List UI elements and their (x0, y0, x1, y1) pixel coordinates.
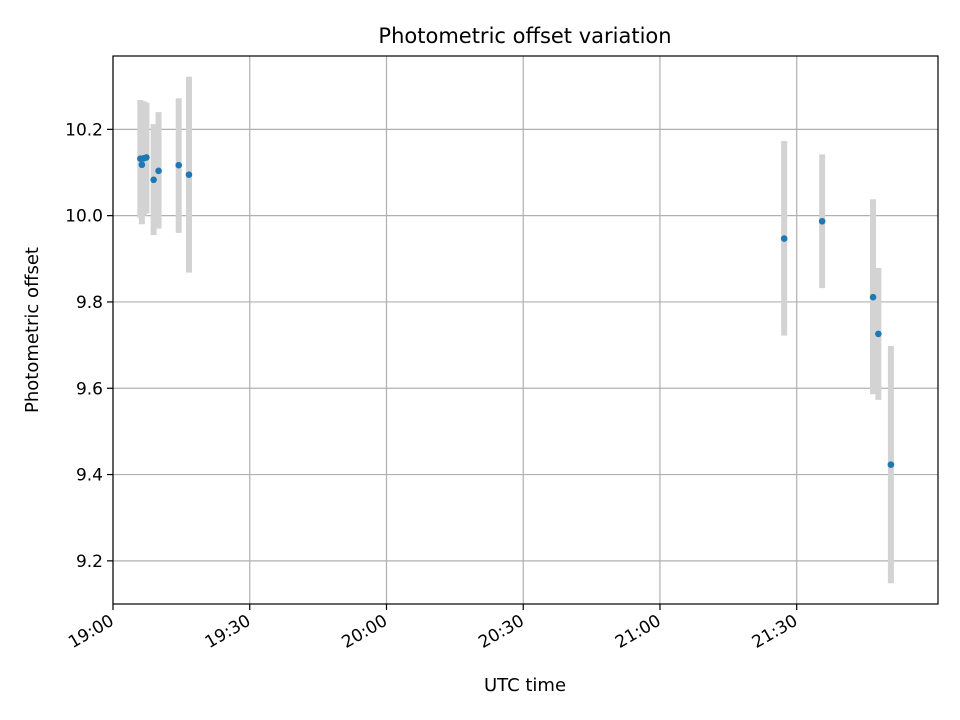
x-axis-label: UTC time (484, 675, 566, 696)
data-point (875, 330, 882, 338)
data-point (143, 154, 150, 161)
data-point (155, 167, 162, 175)
point-layer (137, 154, 895, 468)
data-point (175, 161, 183, 169)
y-axis-label: Photometric offset (22, 247, 43, 413)
data-point (869, 293, 877, 301)
chart-title: Photometric offset variation (378, 24, 671, 48)
y-tick-label: 9.2 (76, 552, 103, 572)
data-point (818, 217, 826, 225)
grid-layer (112, 56, 938, 604)
data-point (185, 171, 193, 178)
y-tick-label: 9.4 (76, 466, 103, 486)
y-tick-label: 10.2 (65, 120, 103, 140)
data-point (138, 161, 146, 169)
data-point (780, 235, 788, 242)
y-axis-ticks: 9.2 9.4 9.6 9.8 10.0 10.2 (65, 120, 113, 572)
plot-frame (112, 55, 939, 605)
y-tick-label: 9.6 (76, 379, 103, 399)
y-tick-label: 10.0 (65, 207, 103, 227)
y-tick-label: 9.8 (76, 293, 103, 313)
data-point (150, 176, 157, 184)
data-point (887, 461, 895, 468)
